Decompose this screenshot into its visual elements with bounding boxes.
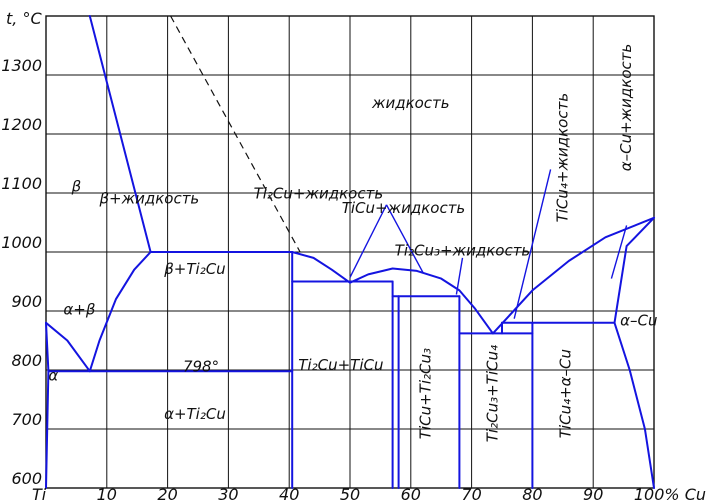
pointer-cu-liquid [610,225,628,279]
x-tick-label: 80 [522,485,542,504]
x-tick-label: 60 [401,485,421,504]
x-tick-label: 40 [279,485,299,504]
phase-line-liquidus-ticu [349,267,494,335]
y-axis-label: t, °C [6,9,42,28]
region-label-alpha: α [48,366,58,384]
phase-line-liquidus-cu-left [491,216,655,335]
region-label-ti2cu-ticu: Ti₂Cu+TiCu [298,356,383,374]
region-label-alpha-cu: α–Cu [620,312,657,330]
y-tick-label: 1000 [1,233,42,252]
phase-line-liquidus-ti2cu [291,251,351,284]
phase-line-beta-transus-right [88,251,152,373]
region-label-ticu4-liquid: TiCu₄+жидкость [553,93,571,223]
x-tick-label: Ti [32,485,47,504]
region-label-ticu-liquid: TiCu+жидкость [342,199,466,217]
y-tick-label: 900 [11,292,42,311]
y-tick-label: 1200 [1,115,42,134]
y-tick-label: 700 [11,410,42,429]
region-label-ticu-ti3cu4: TiCu+Ti₂Cu₃ [417,348,435,439]
x-tick-label: 30 [218,485,238,504]
x-tick-label: 70 [461,485,481,504]
region-label-beta-liquid: β+жидкость [98,189,199,207]
phase-boundaries [45,15,655,489]
dashed-line-metastable-liquidus [170,15,301,253]
pointer-ticu-liquid-2 [385,204,424,273]
y-tick-label: 600 [11,469,42,488]
y-tick-label: 800 [11,351,42,370]
phase-line-alpha-solvus [45,321,50,489]
region-label-alpha-ti2cu: α+Ti₂Cu [164,405,226,423]
y-tick-label: 1100 [1,174,42,193]
x-tick-label: 100% Cu [634,485,706,504]
y-axis-tick-labels: 600 700 800 900 1000 1100 1200 1300 [1,56,42,488]
region-label-ti3cu4-ticu4: Ti₂Cu₃+TiCu₄ [483,345,501,442]
region-label-ti2cu-liquid: Ti₂Cu+жидкость [254,185,384,203]
region-label-beta-ti2cu: β+Ti₂Cu [163,260,225,278]
plot-frame [45,15,655,489]
x-tick-label: 20 [157,485,177,504]
pointer-ticu-liquid [349,204,388,278]
x-tick-label: 50 [340,485,360,504]
region-label-beta: β [71,178,82,196]
region-label-liquid: жидкость [371,94,450,112]
region-label-temp-798: 798° [183,358,219,376]
y-tick-label: 1300 [1,56,42,75]
region-label-alpha-cu-liquid: α–Cu+жидкость [617,44,635,172]
region-label-ti3cu4-liquid: Ti₂Cu₃+жидкость [395,241,531,259]
pointer-ticu4-liquid [513,169,552,319]
region-labels: жидкость β β+жидкость Ti₂Cu+жидкостьTiCu+жи… [48,44,657,443]
x-axis-tick-labels: Ti 10 20 30 40 50 60 70 80 90 100% Cu [32,485,706,504]
x-tick-label: 90 [583,485,603,504]
region-label-ticu4-alpha-cu: TiCu₄+α–Cu [556,349,574,438]
phase-line-solidus-cu [613,216,655,324]
phase-line-solvus-cu [613,321,655,489]
region-label-alpha-beta: α+β [63,300,95,318]
x-tick-label: 10 [97,485,117,504]
phase-line-beta-transus-left [45,321,91,373]
phase-line-liquidus-beta [88,15,152,253]
pointer-ti3cu4-liquid [455,257,464,295]
